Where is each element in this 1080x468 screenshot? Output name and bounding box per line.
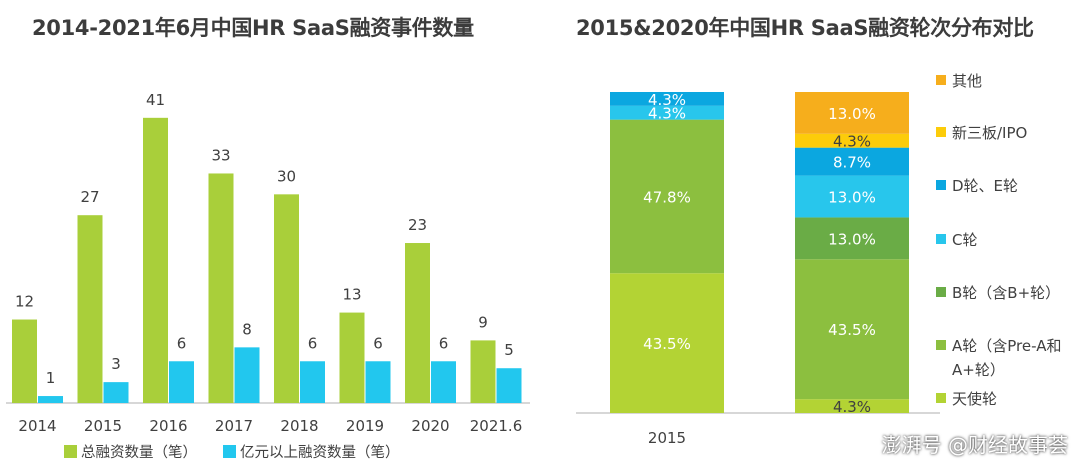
segment-label-2020-4: 8.7% xyxy=(833,154,871,172)
segment-2020-1 xyxy=(795,259,909,400)
data-label-total-2016: 41 xyxy=(146,91,165,109)
legend-swatch-5 xyxy=(936,340,946,350)
legend-swatch-0 xyxy=(936,75,946,85)
bar-total-2017 xyxy=(208,173,234,403)
bar-large-2020 xyxy=(431,361,456,403)
x-tick-label-2016: 2016 xyxy=(149,417,187,435)
legend-swatch-2 xyxy=(936,180,946,190)
legend-swatch-total xyxy=(64,445,77,458)
legend-swatch-1 xyxy=(936,127,946,137)
bar-large-2021.6 xyxy=(496,368,522,403)
legend-label-0: 其他 xyxy=(952,72,982,90)
data-label-large-2021.6: 5 xyxy=(504,341,514,359)
legend-label-2: D轮、E轮 xyxy=(952,177,1018,195)
right-chart-panel: 2015&2020年中国HR SaaS融资轮次分布对比 43.5% 47.8% 4.… xyxy=(540,0,1080,464)
segment-2015-3 xyxy=(610,105,724,120)
segment-label-2020-2: 13.0% xyxy=(828,230,876,248)
legend-label-6: 天使轮 xyxy=(952,390,997,408)
legend-label-total: 总融资数量（笔） xyxy=(81,444,197,461)
legend-label-3: C轮 xyxy=(952,231,977,249)
left-chart-panel: 2014-2021年6月中国HR SaaS融资事件数量 12 1 2014 27 3 20… xyxy=(0,0,540,464)
data-label-total-2019: 13 xyxy=(342,286,361,304)
data-label-total-2020: 23 xyxy=(408,216,427,234)
segment-2020-6 xyxy=(795,92,909,134)
segment-2020-2 xyxy=(795,217,909,260)
x-tick-label-2019: 2019 xyxy=(346,417,384,435)
right-chart-title: 2015&2020年中国HR SaaS融资轮次分布对比 xyxy=(576,16,1034,40)
data-label-total-2017: 33 xyxy=(211,146,230,164)
bar-large-2014 xyxy=(38,396,63,403)
bar-large-2019 xyxy=(365,361,391,403)
legend-swatch-large xyxy=(223,445,236,458)
segment-2020-5 xyxy=(795,133,909,148)
data-label-total-2015: 27 xyxy=(80,188,99,206)
segment-2020-0 xyxy=(795,399,909,413)
bar-large-2018 xyxy=(300,361,325,403)
segment-2015-0 xyxy=(610,273,724,413)
left-chart-title: 2014-2021年6月中国HR SaaS融资事件数量 xyxy=(32,16,474,40)
bar-total-2020 xyxy=(405,243,430,403)
segment-label-2015-1: 47.8% xyxy=(643,188,691,206)
x-tick-label-2021.6: 2021.6 xyxy=(470,417,523,435)
segment-label-2020-1: 43.5% xyxy=(828,321,876,339)
legend-label-1: 新三板/IPO xyxy=(952,124,1027,142)
bar-total-2014 xyxy=(12,319,37,403)
legend-swatch-3 xyxy=(936,234,946,244)
segment-2015-1 xyxy=(610,119,724,274)
segment-label-2015-3: 4.3% xyxy=(648,105,686,123)
x-tick-label-2020: 2020 xyxy=(411,417,449,435)
legend-swatch-4 xyxy=(936,287,946,297)
legend-swatch-6 xyxy=(936,393,946,403)
data-label-total-2018: 30 xyxy=(277,167,296,185)
funding-events-bar-chart: 12 1 2014 27 3 2015 41 6 2016 33 8 2017 30 6 2018 13 6 20… xyxy=(6,91,530,461)
bar-large-2017 xyxy=(234,347,260,403)
segment-label-2015-0: 43.5% xyxy=(643,335,691,353)
data-label-large-2020: 6 xyxy=(439,334,449,352)
data-label-large-2017: 8 xyxy=(242,320,252,338)
funding-rounds-stacked-chart: 43.5%47.8%4.3%4.3%4.3%43.5%13.0%13.0%8.7… xyxy=(576,72,1061,447)
segment-2020-3 xyxy=(795,175,909,218)
bar-total-2015 xyxy=(77,215,103,403)
legend-label-5: A轮（含Pre-A和 A+轮） xyxy=(952,337,1061,379)
x-tick-label-2017: 2017 xyxy=(215,417,253,435)
segment-2020-4 xyxy=(795,147,909,176)
segment-label-2015-4: 4.3% xyxy=(648,91,686,109)
legend-label-large: 亿元以上融资数量（笔） xyxy=(240,444,400,461)
bar-large-2015 xyxy=(103,382,129,403)
data-label-large-2018: 6 xyxy=(308,334,318,352)
segment-label-2020-5: 4.3% xyxy=(833,133,871,151)
segment-label-2020-3: 13.0% xyxy=(828,189,876,207)
x-tick-label-2014: 2014 xyxy=(18,417,56,435)
segment-2015-4 xyxy=(610,92,724,106)
x-tick-label-2018: 2018 xyxy=(280,417,318,435)
data-label-large-2014: 1 xyxy=(46,369,56,387)
segment-label-2020-6: 13.0% xyxy=(828,105,876,123)
bar-total-2021.6 xyxy=(470,340,496,403)
data-label-large-2016: 6 xyxy=(177,334,187,352)
data-label-total-2021.6: 9 xyxy=(478,313,488,331)
x-tick-label-2015: 2015 xyxy=(648,429,686,447)
data-label-total-2014: 12 xyxy=(15,293,34,311)
data-label-large-2015: 3 xyxy=(111,355,121,373)
segment-label-2020-0: 4.3% xyxy=(833,398,871,416)
bar-total-2016 xyxy=(143,117,168,404)
bar-large-2016 xyxy=(169,361,194,403)
legend-label-4: B轮（含B+轮） xyxy=(952,284,1060,302)
x-tick-label-2015: 2015 xyxy=(84,417,122,435)
bar-total-2019 xyxy=(339,312,365,403)
data-label-large-2019: 6 xyxy=(373,334,383,352)
bar-total-2018 xyxy=(274,194,299,403)
watermark: 澎湃号 @财经故事荟 xyxy=(881,433,1068,457)
